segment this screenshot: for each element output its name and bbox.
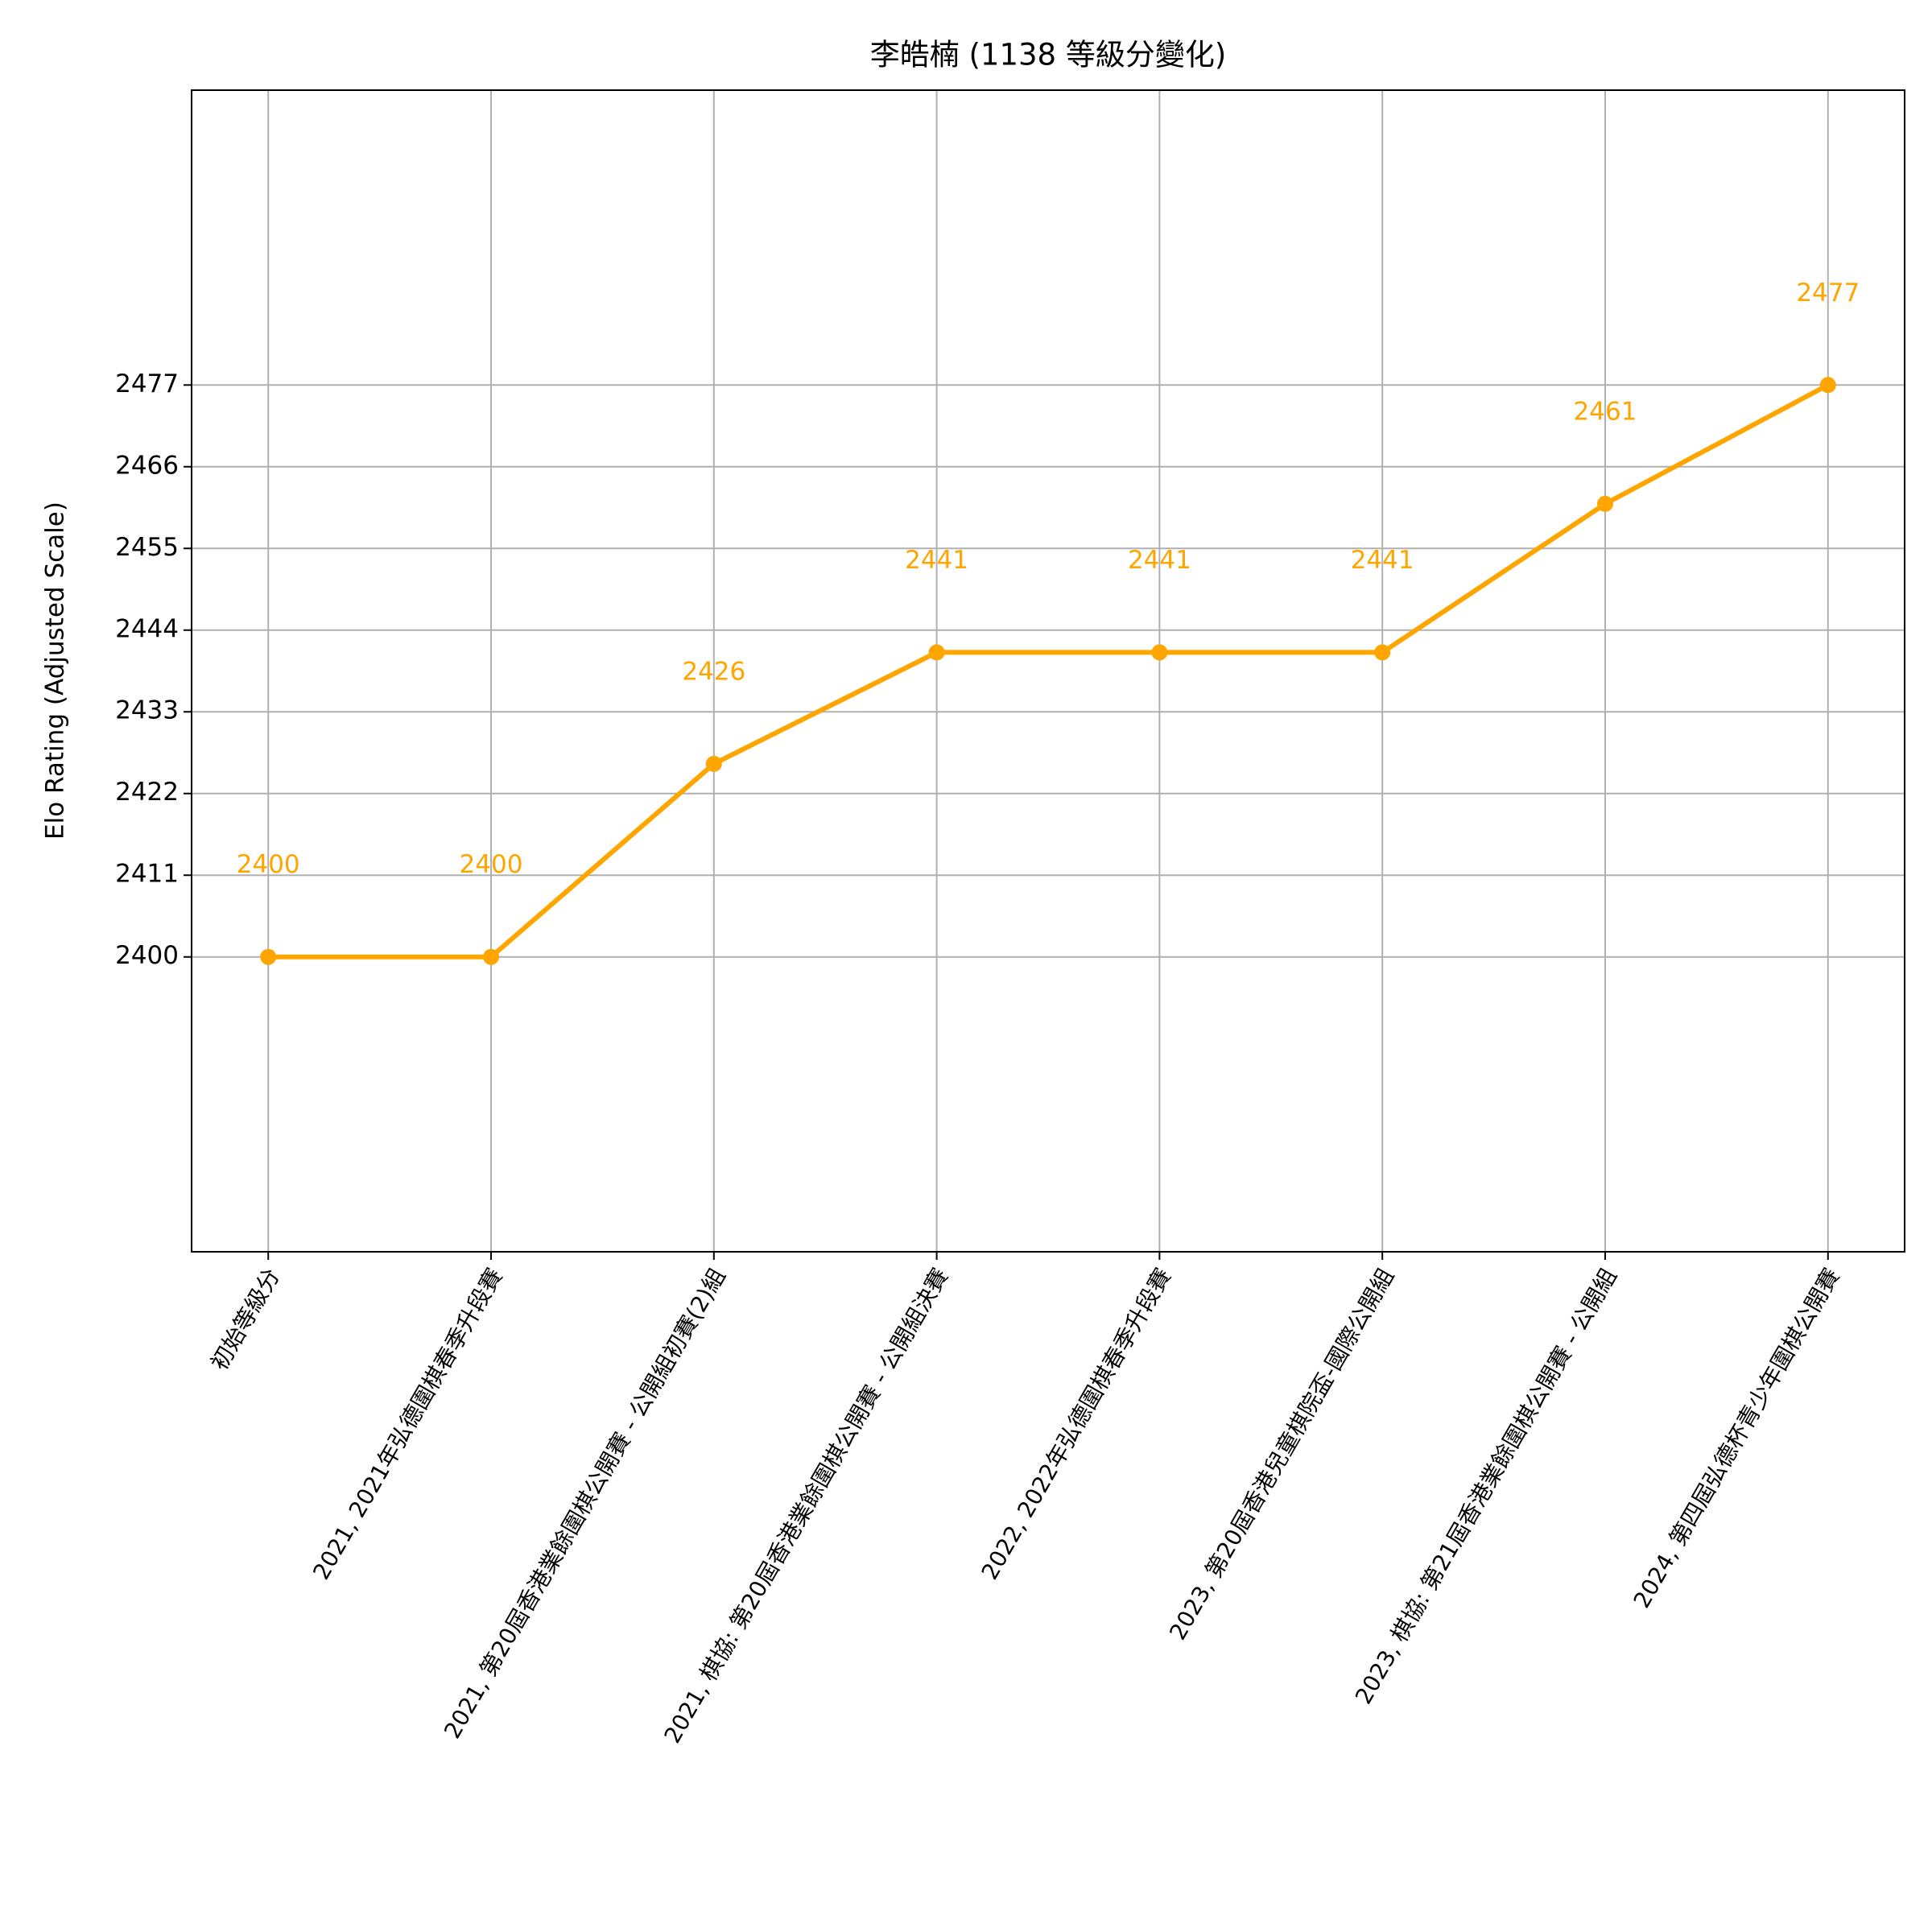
point [483, 948, 500, 965]
line [268, 382, 1830, 960]
y-tick-label: 2411 [115, 860, 179, 889]
y-tick-label: 2455 [115, 533, 179, 562]
point [1596, 495, 1613, 512]
y-tick-label: 2444 [115, 614, 179, 643]
data-label: 2441 [1351, 546, 1414, 575]
point [1819, 377, 1836, 394]
point [260, 948, 277, 965]
point [1374, 644, 1391, 661]
point [705, 755, 722, 772]
y-tick-label: 2433 [115, 696, 179, 725]
data-label: 2461 [1574, 397, 1637, 426]
data-label: 2400 [237, 850, 300, 879]
data-label: 2400 [460, 850, 523, 879]
y-axis-label: Elo Rating (Adjusted Scale) [41, 502, 70, 840]
point [928, 644, 945, 661]
plot-frame [191, 89, 1905, 1253]
data-label: 2441 [1128, 546, 1191, 575]
y-tick-label: 2466 [115, 451, 179, 480]
y-tick-label: 2422 [115, 778, 179, 807]
y-tick-label: 2477 [115, 369, 179, 398]
chart-title: 李皓楠 (1138 等級分變化) [870, 38, 1227, 72]
data-label: 2441 [905, 546, 968, 575]
y-tick-label: 2400 [115, 941, 179, 970]
point [1151, 644, 1168, 661]
data-label: 2426 [682, 657, 745, 686]
data-label: 2477 [1796, 279, 1860, 308]
